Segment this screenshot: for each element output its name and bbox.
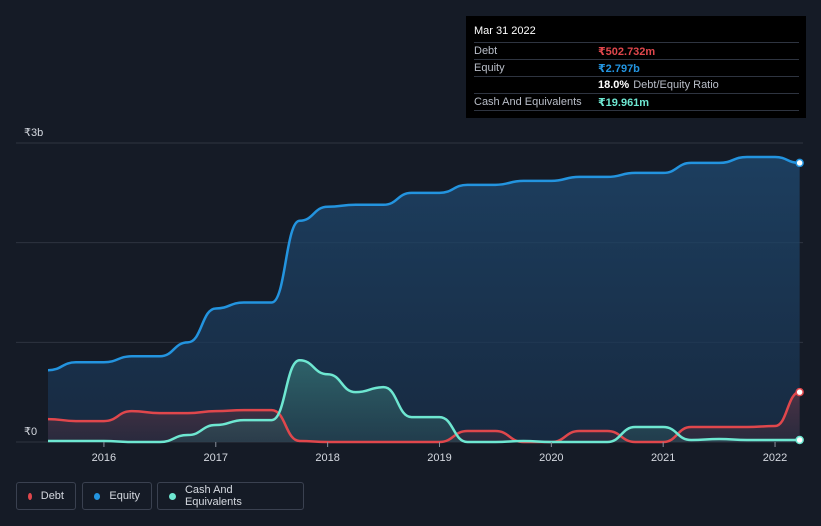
legend-item-debt[interactable]: Debt <box>16 482 76 510</box>
equity-dot-icon <box>94 492 101 500</box>
x-tick-label: 2018 <box>315 452 339 464</box>
tooltip-row-ratio: 18.0% Debt/Equity Ratio <box>474 76 799 93</box>
legend-debt-label: Debt <box>40 490 64 502</box>
y-tick-label: ₹3b <box>24 127 43 139</box>
tooltip-ratio-caption: Debt/Equity Ratio <box>633 79 719 91</box>
y-tick-label: ₹0 <box>24 426 37 438</box>
debt-end-marker <box>795 387 804 397</box>
legend-equity-label: Equity <box>109 490 140 502</box>
tooltip-equity-value: ₹2.797b <box>598 62 640 75</box>
equity-line <box>47 155 800 372</box>
axes: ₹0 ₹3b 2016 2017 2018 2019 2020 2021 2022 <box>24 127 787 464</box>
cash-dot-icon <box>169 492 176 500</box>
x-tick-label: 2022 <box>763 452 787 464</box>
tooltip-debt-label: Debt <box>474 45 498 57</box>
cash-line <box>48 359 800 444</box>
tooltip-debt-value: ₹502.732m <box>598 45 656 58</box>
tooltip-cash-value: ₹19.961m <box>598 96 650 109</box>
x-tick-label: 2020 <box>539 452 563 464</box>
series-areas <box>48 156 800 442</box>
tooltip-row-equity: Equity ₹2.797b <box>474 59 799 76</box>
tooltip-equity-label: Equity <box>474 62 505 74</box>
legend-item-equity[interactable]: Equity <box>82 482 152 510</box>
end-markers <box>795 158 804 445</box>
cash-end-marker <box>795 435 804 445</box>
x-tick-label: 2016 <box>92 452 116 464</box>
x-tick-label: 2017 <box>204 452 228 464</box>
debt-dot-icon <box>28 492 32 500</box>
legend-cash-label: Cash And Equivalents <box>184 484 242 508</box>
equity-end-marker <box>795 158 804 168</box>
equity-area <box>48 156 800 442</box>
tooltip-ratio-value: 18.0% <box>598 79 630 91</box>
x-tick-label: 2021 <box>651 452 675 464</box>
tooltip-cash-label: Cash And Equivalents <box>474 96 582 108</box>
tooltip-panel: Mar 31 2022 Debt ₹502.732m Equity ₹2.797… <box>466 16 806 118</box>
tooltip-row-cash: Cash And Equivalents ₹19.961m <box>474 93 799 111</box>
tooltip-row-debt: Debt ₹502.732m <box>474 42 799 59</box>
series-lines <box>47 155 801 444</box>
legend-item-cash[interactable]: Cash And Equivalents <box>157 482 304 510</box>
x-tick-label: 2019 <box>427 452 451 464</box>
tooltip-date: Mar 31 2022 <box>474 25 536 37</box>
